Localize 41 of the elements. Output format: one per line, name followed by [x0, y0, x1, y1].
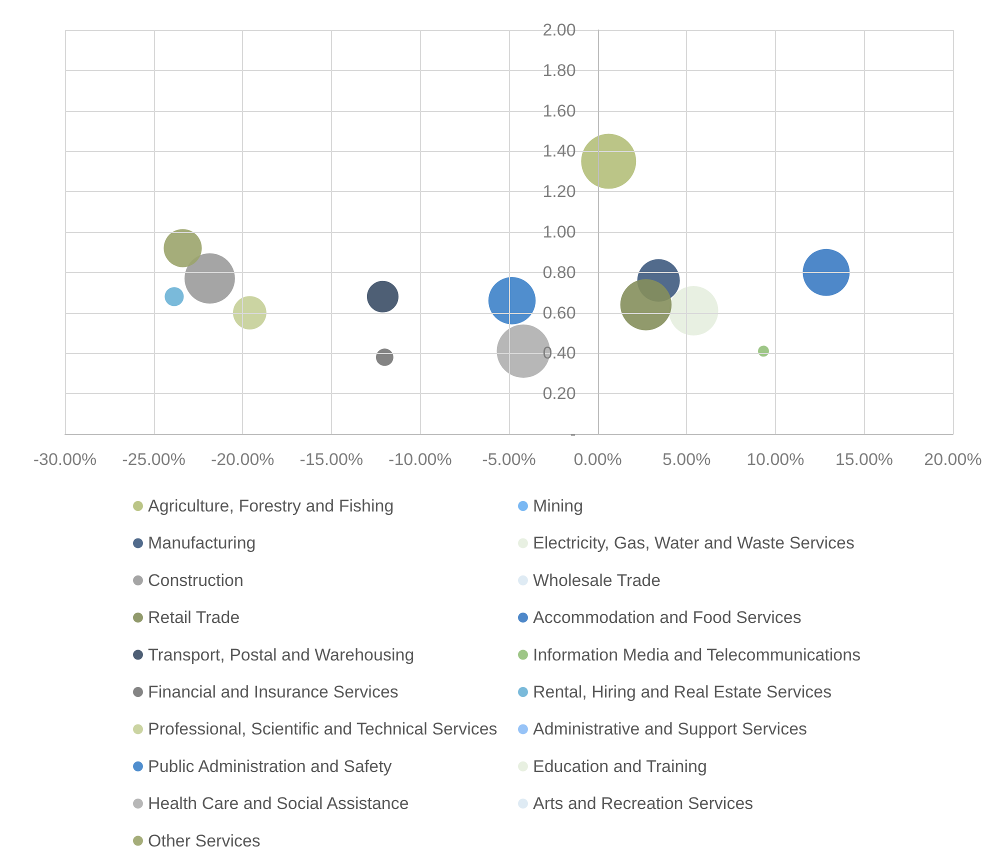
legend-label: Electricity, Gas, Water and Waste Services	[533, 534, 855, 553]
x-tick-label: -10.00%	[388, 450, 452, 469]
legend-label: Mining	[533, 496, 584, 516]
y-tick-label: 1.00	[542, 222, 576, 242]
y-tick-label: 1.80	[542, 60, 576, 80]
y-tick-label: 2.00	[542, 20, 576, 40]
legend-label: Accommodation and Food Services	[533, 608, 802, 628]
legend-label: Retail Trade	[148, 608, 240, 628]
y-tick-label: 0.60	[542, 303, 576, 322]
legend-label: Professional, Scientific and Technical Services	[148, 720, 498, 739]
legend-label: Financial and Insurance Services	[148, 682, 398, 702]
x-tick-label: 10.00%	[746, 450, 804, 469]
legend-label: Health Care and Social Assistance	[148, 794, 409, 814]
y-tick-label: -	[570, 424, 576, 444]
y-tick-label: 1.40	[542, 142, 576, 161]
legend-label: Manufacturing	[148, 534, 256, 553]
y-tick-label: 0.20	[542, 384, 576, 404]
x-tick-label: -25.00%	[122, 450, 186, 469]
legend-label: Public Administration and Safety	[148, 756, 392, 776]
legend-label: Construction	[148, 570, 244, 590]
x-tick-label: 15.00%	[835, 450, 894, 469]
x-tick-label: -20.00%	[210, 450, 274, 469]
legend-label: Education and Training	[533, 756, 707, 776]
legend-label: Information Media and Telecommunications	[533, 645, 861, 664]
legend-label: Agriculture, Forestry and Fishing	[148, 496, 394, 516]
x-tick-label: 20.00%	[924, 450, 982, 469]
y-tick-label: 0.40	[542, 344, 576, 363]
legend-label: Other Services	[148, 831, 260, 850]
legend-label: Transport, Postal and Warehousing	[148, 645, 414, 664]
y-tick-label: 0.80	[542, 262, 576, 282]
x-tick-label: -30.00%	[33, 450, 97, 469]
y-tick-label: 1.20	[542, 182, 576, 202]
legend-label: Wholesale Trade	[533, 570, 661, 590]
y-tick-label: 1.60	[542, 101, 576, 120]
legend-label: Arts and Recreation Services	[533, 794, 754, 814]
legend-label: Administrative and Support Services	[533, 720, 808, 739]
legend-label: Rental, Hiring and Real Estate Services	[533, 682, 832, 702]
x-tick-label: -5.00%	[482, 450, 536, 469]
x-tick-label: 0.00%	[574, 450, 622, 469]
x-tick-label: 5.00%	[662, 450, 711, 469]
x-tick-label: -15.00%	[300, 450, 364, 469]
